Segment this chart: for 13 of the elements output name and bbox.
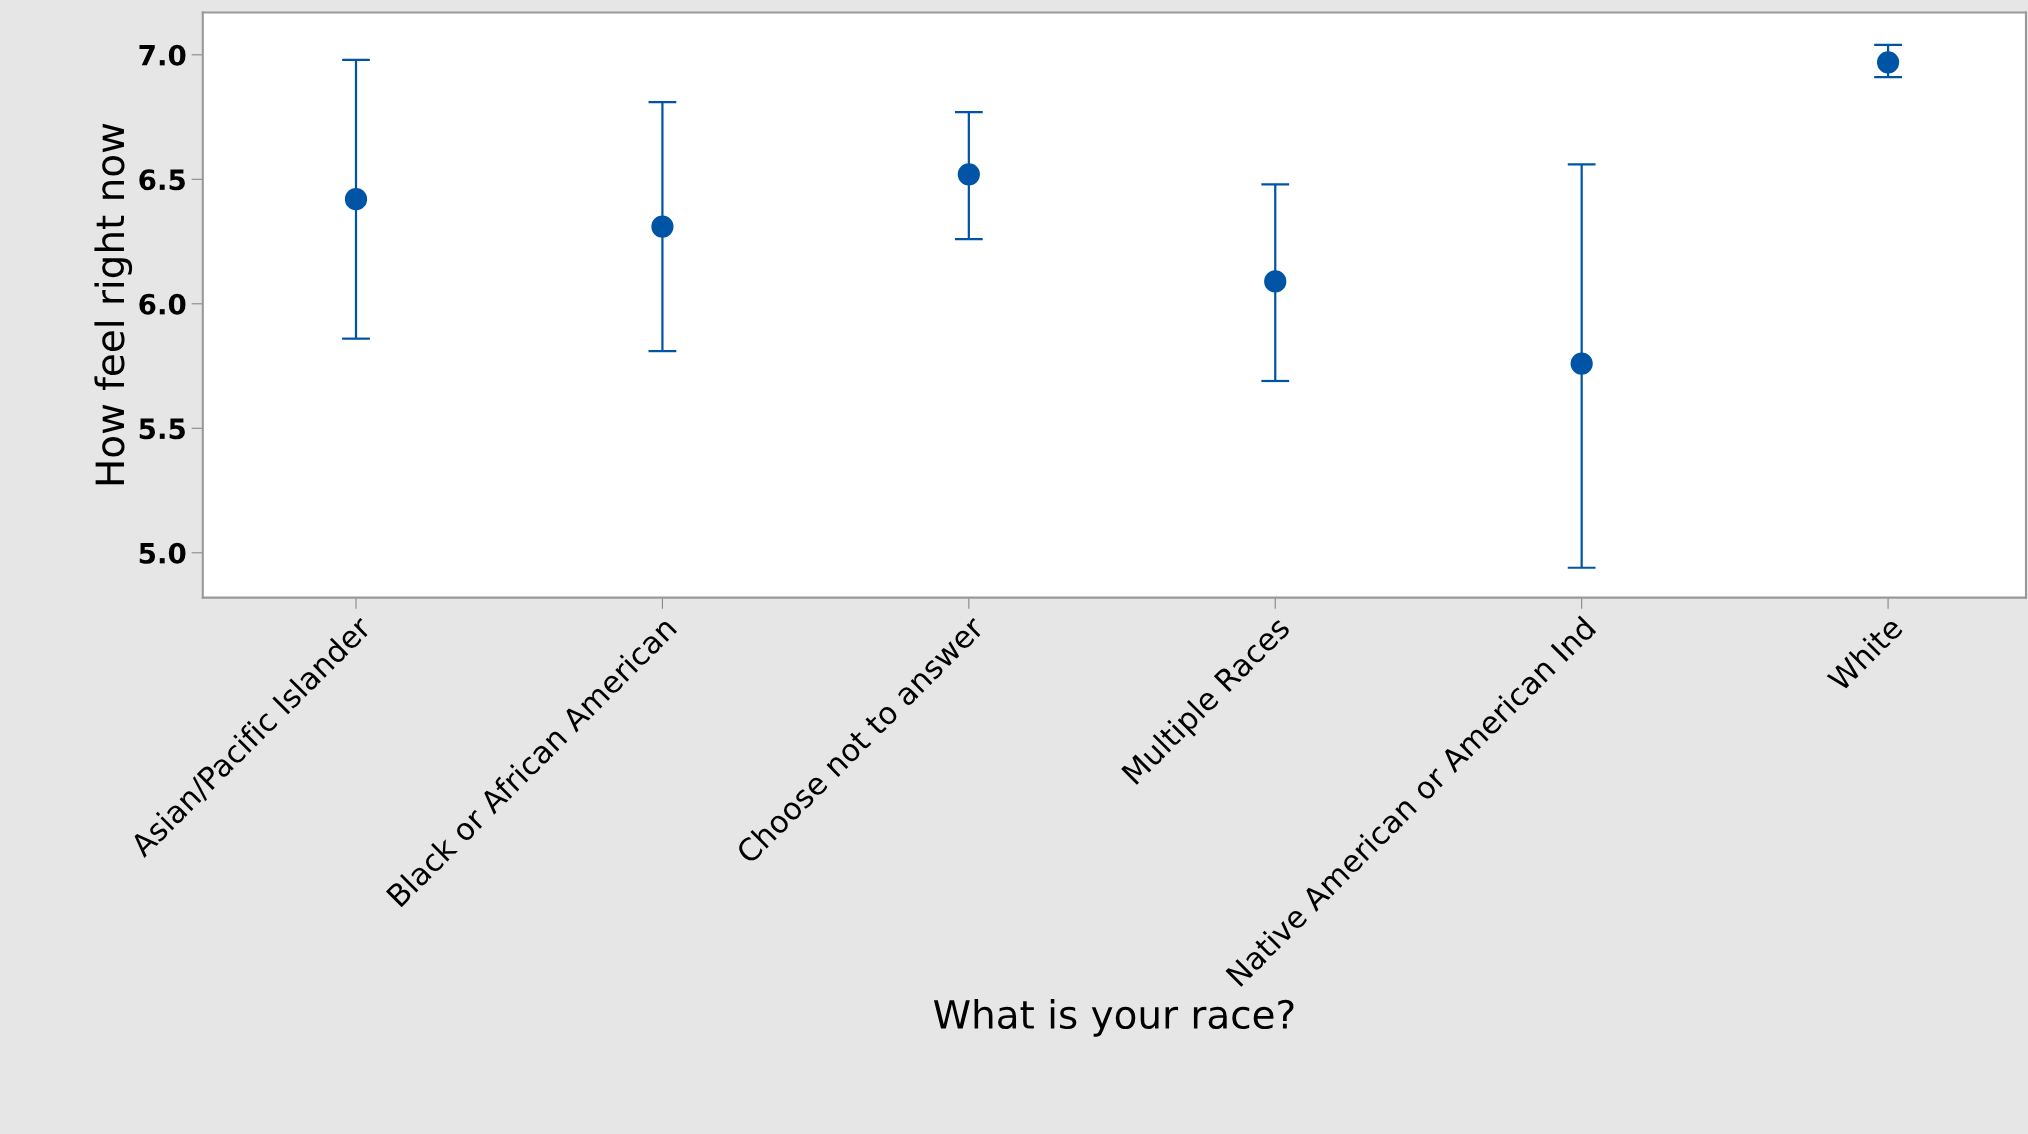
- y-tick-label: 6.0: [139, 293, 186, 315]
- y-tick-label: 5.0: [139, 542, 186, 564]
- point: [1876, 51, 1900, 74]
- point: [957, 163, 980, 186]
- point: [344, 188, 368, 211]
- y-axis-title: How feel right now: [94, 123, 133, 485]
- point: [1570, 352, 1593, 375]
- x-axis-title: What is your race?: [933, 999, 1294, 1037]
- y-tick-label: 7.0: [139, 44, 186, 66]
- point: [651, 215, 674, 238]
- y-tick-label: 5.5: [139, 418, 185, 440]
- y-tick-label: 6.5: [139, 169, 185, 191]
- point: [1264, 270, 1287, 293]
